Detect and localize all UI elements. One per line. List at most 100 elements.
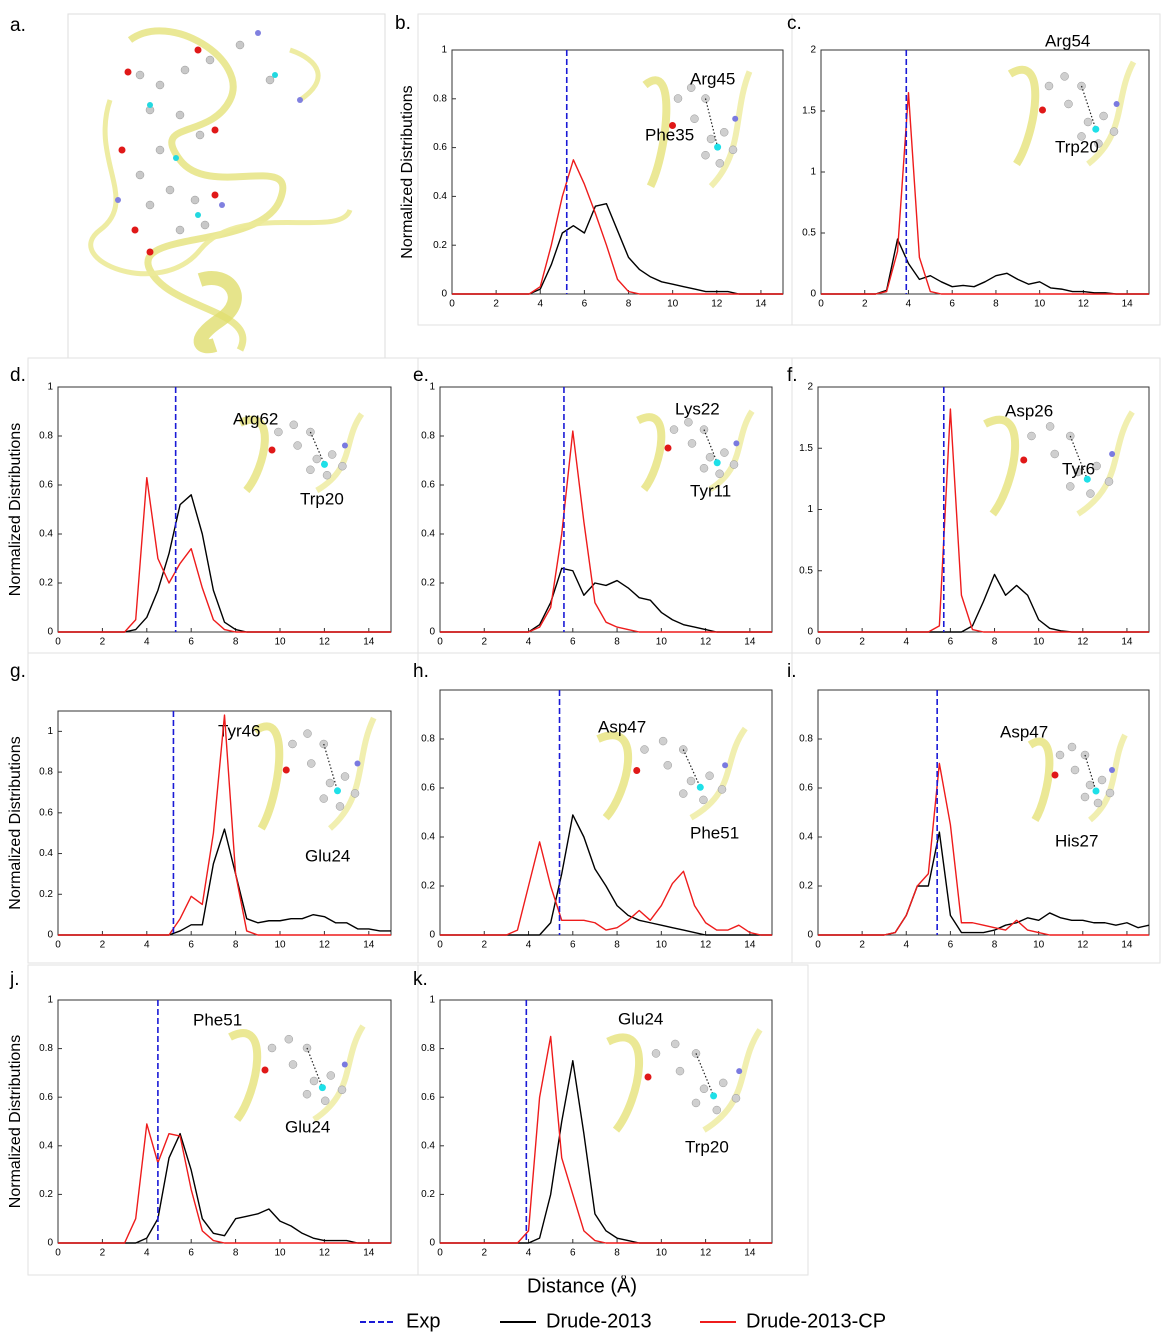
chart: e. Lys22 Tyr11 0 2 4 6 8 10 12 14 0 0.2 0.4 0.6 0.8 1 xyxy=(413,357,793,654)
x-tick-label: 8 xyxy=(626,299,632,310)
inset-label: Phe51 xyxy=(690,823,739,842)
inset-atom xyxy=(1099,111,1108,121)
inset-atom xyxy=(715,159,725,168)
plot-frame xyxy=(817,386,1150,633)
inset-atom xyxy=(335,802,345,811)
x-tick-label: 12 xyxy=(319,940,331,951)
inset-oxygen xyxy=(261,1066,269,1074)
x-tick-label: 6 xyxy=(570,1248,576,1259)
inset-atom xyxy=(1067,742,1077,752)
inset-structure xyxy=(636,409,755,492)
series-line xyxy=(452,203,783,295)
x-tick-label: 4 xyxy=(537,299,543,310)
y-tick-label: 1 xyxy=(47,995,53,1006)
y-tick-label: 0.6 xyxy=(421,783,435,794)
series-line xyxy=(58,714,391,936)
inset-ribbon xyxy=(328,716,377,831)
inset-oxygen xyxy=(669,122,676,129)
inset-label: Arg45 xyxy=(690,69,735,88)
ribbon xyxy=(88,47,353,277)
y-tick-label: 0.2 xyxy=(799,881,813,892)
panel-frame xyxy=(791,652,1161,964)
y-tick-label: 2 xyxy=(810,45,816,56)
inset-atom xyxy=(1060,72,1069,81)
inset-structure xyxy=(1007,60,1137,167)
inset-atom xyxy=(669,425,679,434)
inset-structure xyxy=(228,1024,366,1123)
x-tick-label: 14 xyxy=(363,1248,375,1259)
y-tick-label: 0.8 xyxy=(433,93,447,104)
y-tick-label: 1 xyxy=(810,167,816,178)
x-tick-label: 6 xyxy=(188,940,194,951)
series-line xyxy=(440,430,772,633)
x-tick-label: 2 xyxy=(859,940,865,951)
inset-label: Asp47 xyxy=(1000,722,1048,741)
inset-ribbon xyxy=(228,1029,262,1122)
x-tick-label: 12 xyxy=(319,1248,331,1259)
inset-oxygen xyxy=(282,766,290,774)
series-line xyxy=(58,828,391,936)
inset-structure xyxy=(1027,733,1128,823)
inset-atom xyxy=(686,776,696,786)
inset-ribbon xyxy=(606,1033,643,1133)
inset-distance xyxy=(1080,85,1097,130)
inset-atom xyxy=(684,417,693,427)
inset-atom xyxy=(338,461,347,471)
inset-structure xyxy=(596,726,748,821)
inset-distance xyxy=(1069,435,1088,480)
inset-ribbon xyxy=(238,416,269,494)
x-tick-label: 4 xyxy=(526,637,532,648)
x-tick-label: 8 xyxy=(614,940,620,951)
x-tick-label: 0 xyxy=(437,940,443,951)
inset-atom xyxy=(705,452,715,462)
x-tick-label: 14 xyxy=(744,637,756,648)
x-tick-label: 6 xyxy=(582,299,588,310)
inset-ribbon xyxy=(636,413,666,492)
y-tick-label: 0 xyxy=(810,289,816,300)
x-tick-label: 2 xyxy=(493,299,499,310)
x-tick-label: 8 xyxy=(614,637,620,648)
inset-oxygen xyxy=(1051,771,1059,779)
y-tick-label: 0.4 xyxy=(421,832,435,843)
inset-atom xyxy=(670,1039,680,1049)
inset-atom xyxy=(1044,81,1054,91)
inset-atom xyxy=(1092,461,1101,471)
inset-atom xyxy=(284,1034,294,1044)
series-line xyxy=(818,573,1149,633)
y-tick-label: 0.2 xyxy=(39,1189,53,1200)
x-tick-label: 2 xyxy=(859,637,865,648)
inset-atom xyxy=(1097,775,1107,785)
y-tick-label: 0.2 xyxy=(39,578,53,589)
inset-atom xyxy=(307,759,316,768)
x-tick-label: 4 xyxy=(903,940,909,951)
x-tick-label: 10 xyxy=(274,637,286,648)
inset-label: Phe35 xyxy=(645,125,694,144)
inset-ring-center xyxy=(320,460,328,468)
inset-ribbon xyxy=(252,722,284,831)
x-tick-label: 14 xyxy=(744,1248,756,1259)
inset-atom xyxy=(718,1078,728,1088)
inset-nitrogen xyxy=(341,1061,348,1068)
inset-ring-center xyxy=(710,1092,718,1100)
inset-atom xyxy=(706,134,716,144)
y-tick-label: 0.2 xyxy=(421,578,435,589)
panel-frame xyxy=(417,357,793,654)
x-tick-label: 10 xyxy=(274,1248,286,1259)
inset-atom xyxy=(701,150,710,160)
inset-atom xyxy=(1077,132,1086,141)
inset-ring-center xyxy=(334,787,341,795)
inset-atom xyxy=(306,465,315,475)
chart: d. Arg62 Trp20 0 2 4 6 8 10 12 14 0 0.2 0.4 0.6 0.8 1 Nor… xyxy=(7,357,419,654)
inset-atom xyxy=(1070,765,1080,775)
inset-oxygen xyxy=(633,767,641,774)
x-tick-label: 14 xyxy=(755,299,767,310)
inset-nitrogen xyxy=(354,760,361,767)
inset-ribbon xyxy=(596,731,633,821)
x-tick-label: 8 xyxy=(233,1248,239,1259)
x-tick-label: 8 xyxy=(614,1248,620,1259)
series-line xyxy=(818,762,1149,936)
panel-label: i. xyxy=(787,661,797,682)
y-tick-label: 0 xyxy=(429,930,435,941)
panel-label: h. xyxy=(413,661,429,682)
